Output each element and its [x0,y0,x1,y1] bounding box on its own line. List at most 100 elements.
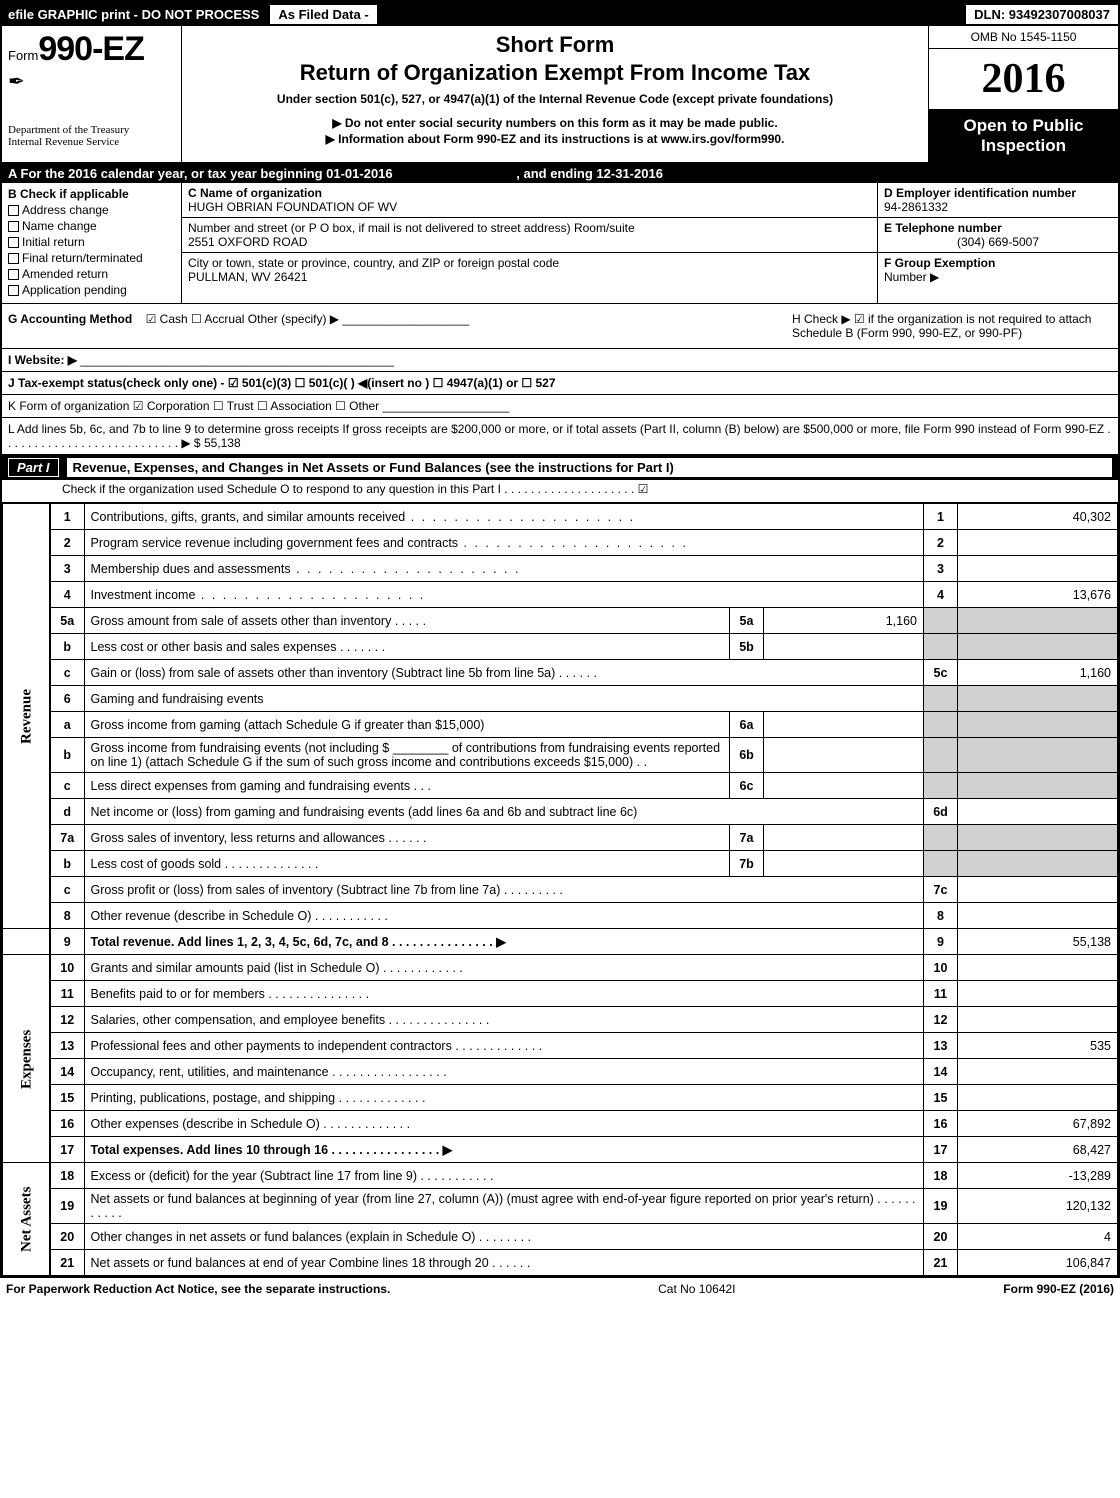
form-header: Form990-EZ ✒ Department of the Treasury … [2,26,1118,164]
line-7c: c Gross profit or (loss) from sales of i… [3,877,1118,903]
l1-col: 1 [924,504,958,530]
footer-left: For Paperwork Reduction Act Notice, see … [6,1282,390,1296]
part-1-badge: Part I [8,458,59,477]
row-j: J Tax-exempt status(check only one) - ☑ … [2,372,1118,395]
row-g-h: G Accounting Method ☑ Cash ☐ Accrual Oth… [2,304,1118,349]
row-i: I Website: ▶ ___________________________… [2,349,1118,372]
line-6c: c Less direct expenses from gaming and f… [3,773,1118,799]
box-f-number: Number ▶ [884,270,939,284]
line-21: 21 Net assets or fund balances at end of… [3,1250,1118,1276]
part-1-sub: Check if the organization used Schedule … [2,480,1118,503]
line-6d: d Net income or (loss) from gaming and f… [3,799,1118,825]
cb-final-return[interactable]: Final return/terminated [8,251,175,265]
box-c-addr-label: Number and street (or P O box, if mail i… [188,221,635,235]
line-5a: 5a Gross amount from sale of assets othe… [3,608,1118,634]
part-1-header: Part I Revenue, Expenses, and Changes in… [2,455,1118,480]
box-f-label: F Group Exemption [884,256,995,270]
line-9: 9 Total revenue. Add lines 1, 2, 3, 4, 5… [3,929,1118,955]
line-6a: a Gross income from gaming (attach Sched… [3,712,1118,738]
short-form-label: Short Form [190,32,920,58]
footer-mid: Cat No 10642I [658,1282,735,1296]
line-12: 12 Salaries, other compensation, and emp… [3,1007,1118,1033]
row-g-label: G Accounting Method [8,312,132,326]
line-2: 2 Program service revenue including gove… [3,530,1118,556]
cb-application-pending[interactable]: Application pending [8,283,175,297]
header-right: OMB No 1545-1150 2016 Open to Public Ins… [928,26,1118,162]
header-left: Form990-EZ ✒ Department of the Treasury … [2,26,182,162]
open-line1: Open to Public [933,116,1114,136]
line-20: 20 Other changes in net assets or fund b… [3,1224,1118,1250]
top-bar: efile GRAPHIC print - DO NOT PROCESS As … [2,2,1118,26]
subtitle-1: Under section 501(c), 527, or 4947(a)(1)… [190,92,920,106]
dept-treasury: Department of the Treasury [8,124,175,136]
line-15: 15 Printing, publications, postage, and … [3,1085,1118,1111]
box-c-city: City or town, state or province, country… [182,253,877,287]
row-a-tax-year: A For the 2016 calendar year, or tax yea… [2,164,1118,183]
line-17: 17 Total expenses. Add lines 10 through … [3,1137,1118,1163]
line-5c: c Gain or (loss) from sale of assets oth… [3,660,1118,686]
row-l-amount: 55,138 [204,436,241,450]
telephone-value: (304) 669-5007 [884,235,1112,249]
line-10: Expenses 10 Grants and similar amounts p… [3,955,1118,981]
side-netassets: Net Assets [3,1163,51,1276]
form-title: Return of Organization Exempt From Incom… [190,60,920,86]
org-city: PULLMAN, WV 26421 [188,270,307,284]
part-1-title: Revenue, Expenses, and Changes in Net As… [67,458,1112,477]
section-bcdef: B Check if applicable Address change Nam… [2,183,1118,304]
l1-amt: 40,302 [958,504,1118,530]
box-f: F Group Exemption Number ▶ [878,253,1118,287]
cb-initial-return[interactable]: Initial return [8,235,175,249]
tax-year: 2016 [929,49,1118,110]
line-3: 3 Membership dues and assessments 3 [3,556,1118,582]
row-h: H Check ▶ ☑ if the organization is not r… [792,312,1112,340]
row-j-text: J Tax-exempt status(check only one) - ☑ … [8,376,556,390]
header-mid: Short Form Return of Organization Exempt… [182,26,928,162]
line-4: 4 Investment income 4 13,676 [3,582,1118,608]
ein-value: 94-2861332 [884,200,948,214]
treasury-seal-icon: ✒ [8,69,175,94]
line-1: Revenue 1 Contributions, gifts, grants, … [3,504,1118,530]
as-filed-label: As Filed Data - [269,4,377,25]
line-13: 13 Professional fees and other payments … [3,1033,1118,1059]
line-19: 19 Net assets or fund balances at beginn… [3,1189,1118,1224]
form-number: Form990-EZ [8,30,175,69]
cb-amended-return[interactable]: Amended return [8,267,175,281]
box-c-address: Number and street (or P O box, if mail i… [182,218,877,253]
subtitle-3: ▶ Information about Form 990-EZ and its … [190,132,920,146]
dept-irs: Internal Revenue Service [8,136,175,148]
efile-notice: efile GRAPHIC print - DO NOT PROCESS [2,5,265,24]
row-a-begin: A For the 2016 calendar year, or tax yea… [8,166,393,181]
l1-num: 1 [50,504,84,530]
row-k: K Form of organization ☑ Corporation ☐ T… [2,395,1118,418]
row-i-label: I Website: ▶ [8,353,77,367]
cb-name-change[interactable]: Name change [8,219,175,233]
part-1-table: Revenue 1 Contributions, gifts, grants, … [2,503,1118,1276]
dln-number: DLN: 93492307008037 [966,5,1118,24]
box-b-header: B Check if applicable [8,187,175,201]
footer-right: Form 990-EZ (2016) [1003,1282,1114,1296]
box-def: D Employer identification number 94-2861… [878,183,1118,303]
side-expenses: Expenses [3,955,51,1163]
line-7a: 7a Gross sales of inventory, less return… [3,825,1118,851]
row-k-text: K Form of organization ☑ Corporation ☐ T… [8,399,379,413]
cb-address-change[interactable]: Address change [8,203,175,217]
row-a-end: , and ending 12-31-2016 [516,166,663,181]
open-to-public: Open to Public Inspection [929,110,1118,162]
form-990ez: efile GRAPHIC print - DO NOT PROCESS As … [0,0,1120,1278]
omb-number: OMB No 1545-1150 [929,26,1118,49]
org-name: HUGH OBRIAN FOUNDATION OF WV [188,200,397,214]
box-b: B Check if applicable Address change Nam… [2,183,182,303]
line-5b: b Less cost or other basis and sales exp… [3,634,1118,660]
line-16: 16 Other expenses (describe in Schedule … [3,1111,1118,1137]
box-d-label: D Employer identification number [884,186,1076,200]
box-c-name-label: C Name of organization [188,186,322,200]
box-d: D Employer identification number 94-2861… [878,183,1118,218]
box-e: E Telephone number (304) 669-5007 [878,218,1118,253]
row-g-options: ☑ Cash ☐ Accrual Other (specify) ▶ [146,312,339,326]
line-11: 11 Benefits paid to or for members . . .… [3,981,1118,1007]
row-l: L Add lines 5b, 6c, and 7b to line 9 to … [2,418,1118,455]
line-14: 14 Occupancy, rent, utilities, and maint… [3,1059,1118,1085]
box-c-city-label: City or town, state or province, country… [188,256,559,270]
row-g: G Accounting Method ☑ Cash ☐ Accrual Oth… [8,312,792,340]
open-line2: Inspection [933,136,1114,156]
